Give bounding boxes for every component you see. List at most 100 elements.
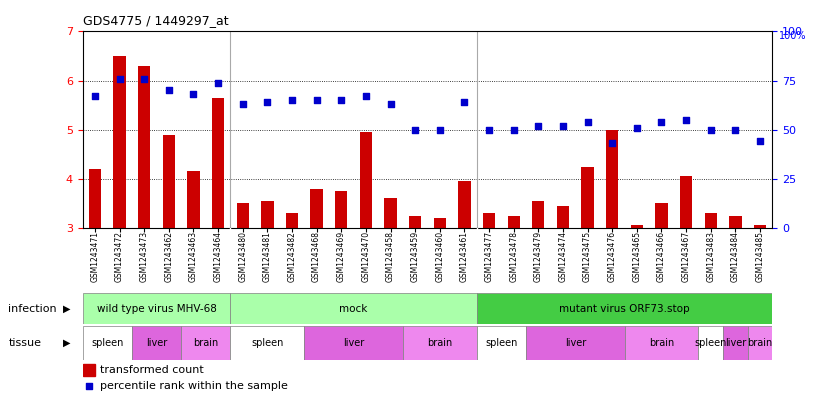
Point	[753, 138, 767, 145]
Text: spleen: spleen	[251, 338, 283, 348]
Point	[359, 93, 373, 99]
Text: GSM1243460: GSM1243460	[435, 231, 444, 282]
Text: GSM1243470: GSM1243470	[361, 231, 370, 282]
Text: 100%: 100%	[779, 31, 807, 41]
Point	[482, 127, 496, 133]
Text: brain: brain	[748, 338, 772, 348]
Point	[83, 383, 96, 389]
Point	[88, 93, 102, 99]
Text: GSM1243474: GSM1243474	[558, 231, 567, 282]
Text: brain: brain	[193, 338, 218, 348]
Bar	[754, 226, 767, 228]
Text: GSM1243484: GSM1243484	[731, 231, 740, 282]
Text: GSM1243471: GSM1243471	[90, 231, 99, 282]
Bar	[359, 132, 372, 228]
Text: ▶: ▶	[63, 338, 70, 348]
Point	[409, 127, 422, 133]
Bar	[477, 293, 772, 324]
Bar	[230, 326, 304, 360]
Point	[655, 119, 668, 125]
Text: GSM1243466: GSM1243466	[657, 231, 666, 282]
Bar	[88, 169, 101, 228]
Text: GSM1243462: GSM1243462	[164, 231, 173, 282]
Bar	[236, 204, 249, 228]
Text: mutant virus ORF73.stop: mutant virus ORF73.stop	[559, 303, 690, 314]
Text: GSM1243465: GSM1243465	[633, 231, 641, 282]
Bar	[138, 66, 150, 228]
Bar	[557, 206, 569, 228]
Text: spleen: spleen	[91, 338, 123, 348]
Text: spleen: spleen	[485, 338, 518, 348]
Text: GSM1243463: GSM1243463	[189, 231, 198, 282]
Bar	[409, 216, 421, 228]
Text: GSM1243464: GSM1243464	[214, 231, 222, 282]
Point	[507, 127, 520, 133]
Point	[433, 127, 446, 133]
Bar	[335, 191, 348, 228]
Text: GSM1243473: GSM1243473	[140, 231, 149, 282]
Bar	[434, 218, 446, 228]
Bar	[163, 134, 175, 228]
Text: liver: liver	[146, 338, 167, 348]
Bar	[83, 326, 132, 360]
Bar	[188, 171, 200, 228]
Text: GSM1243458: GSM1243458	[386, 231, 395, 282]
Point	[211, 79, 225, 86]
Bar	[304, 326, 403, 360]
Point	[729, 127, 742, 133]
Text: percentile rank within the sample: percentile rank within the sample	[100, 381, 287, 391]
Bar	[748, 326, 772, 360]
Point	[630, 125, 643, 131]
Text: GSM1243479: GSM1243479	[534, 231, 543, 282]
Bar	[113, 56, 126, 228]
Bar	[624, 326, 699, 360]
Bar	[132, 326, 181, 360]
Bar	[729, 216, 742, 228]
Bar	[483, 213, 496, 228]
Text: liver: liver	[724, 338, 746, 348]
Point	[680, 117, 693, 123]
Bar	[680, 176, 692, 228]
Bar	[723, 326, 748, 360]
Text: GSM1243469: GSM1243469	[337, 231, 346, 282]
Bar	[181, 326, 230, 360]
Bar	[458, 181, 471, 228]
Bar	[507, 216, 520, 228]
Text: brain: brain	[649, 338, 674, 348]
Bar	[699, 326, 723, 360]
Bar	[526, 326, 624, 360]
Bar	[230, 293, 477, 324]
Point	[138, 75, 151, 82]
Text: GSM1243476: GSM1243476	[608, 231, 617, 282]
Text: GSM1243467: GSM1243467	[681, 231, 691, 282]
Bar	[705, 213, 717, 228]
Text: GSM1243461: GSM1243461	[460, 231, 469, 282]
Text: infection: infection	[8, 303, 57, 314]
Text: GSM1243475: GSM1243475	[583, 231, 592, 282]
Bar	[403, 326, 477, 360]
Point	[236, 101, 249, 107]
Text: GSM1243482: GSM1243482	[287, 231, 297, 282]
Point	[335, 97, 348, 103]
Text: brain: brain	[427, 338, 453, 348]
Text: transformed count: transformed count	[100, 365, 203, 375]
Point	[261, 99, 274, 105]
Bar	[477, 326, 526, 360]
Text: mock: mock	[339, 303, 368, 314]
Bar	[311, 189, 323, 228]
Bar	[83, 364, 95, 376]
Text: GSM1243468: GSM1243468	[312, 231, 321, 282]
Text: liver: liver	[343, 338, 364, 348]
Point	[162, 87, 175, 94]
Bar	[631, 226, 643, 228]
Text: ▶: ▶	[63, 303, 70, 314]
Text: wild type virus MHV-68: wild type virus MHV-68	[97, 303, 216, 314]
Point	[532, 123, 545, 129]
Point	[310, 97, 323, 103]
Point	[581, 119, 594, 125]
Text: GSM1243480: GSM1243480	[238, 231, 247, 282]
Text: GSM1243485: GSM1243485	[756, 231, 765, 282]
Point	[458, 99, 471, 105]
Bar	[384, 198, 396, 228]
Text: GSM1243481: GSM1243481	[263, 231, 272, 282]
